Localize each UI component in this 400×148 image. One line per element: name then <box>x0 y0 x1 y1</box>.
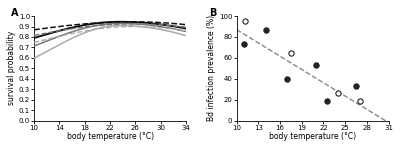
X-axis label: body temperature (°C): body temperature (°C) <box>269 132 356 141</box>
Text: A: A <box>11 8 19 18</box>
Y-axis label: survival probability: survival probability <box>7 31 16 105</box>
X-axis label: body temperature (°C): body temperature (°C) <box>66 132 154 141</box>
Text: B: B <box>209 8 217 18</box>
Y-axis label: Bd infection prevalence (%): Bd infection prevalence (%) <box>207 15 216 121</box>
